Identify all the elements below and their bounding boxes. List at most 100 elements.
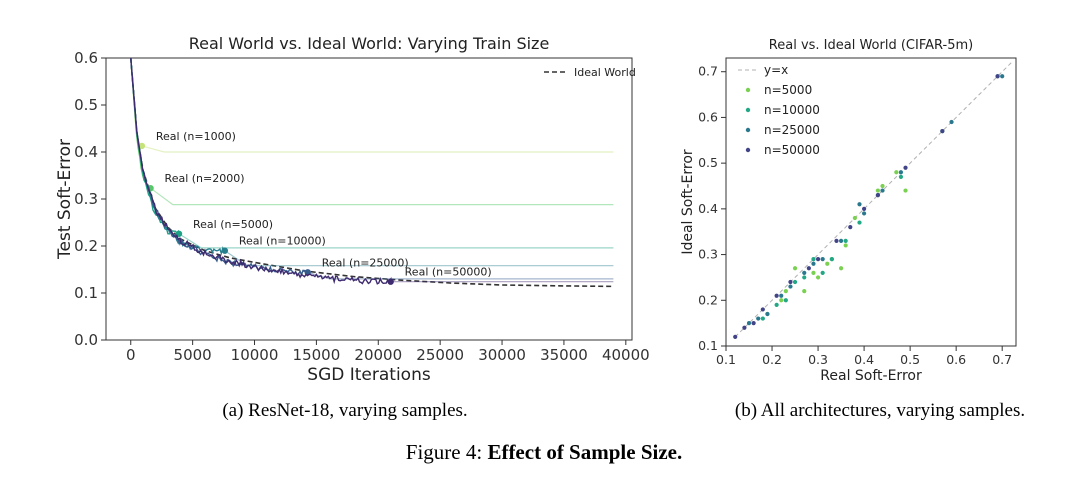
plot-b-xtick-label: 0.2	[762, 352, 782, 367]
plot-b-xtick-label: 0.3	[808, 352, 828, 367]
real-curve-label: Real (n=25000)	[322, 256, 409, 269]
scatter-point	[838, 238, 844, 243]
scatter-point	[903, 165, 908, 170]
real-plateau	[224, 250, 614, 267]
scatter-point	[746, 321, 752, 326]
plot-a-ytick-label: 0.0	[74, 331, 98, 349]
plot-a-xtick-label: 30000	[478, 346, 526, 364]
scatter-point	[861, 211, 867, 216]
scatter-point	[829, 257, 834, 262]
plot-a-ytick-label: 0.1	[74, 284, 98, 302]
real-curve	[130, 57, 392, 285]
plot-a-title: Real World vs. Ideal World: Varying Trai…	[189, 34, 550, 53]
scatter-point	[756, 316, 761, 321]
real-curve	[130, 57, 152, 194]
plot-a-frame	[105, 57, 633, 341]
scatter-point	[825, 261, 830, 266]
plot-b-ytick-label: 0.4	[698, 201, 718, 216]
plot-a-ytick-label: 0.2	[74, 237, 98, 255]
scatter-point	[875, 188, 881, 193]
scatter-point	[940, 129, 945, 134]
plot-a-ytick-label: 0.4	[74, 143, 98, 161]
scatter-point	[751, 321, 756, 326]
scatter-point	[733, 334, 738, 339]
scatter-point	[903, 188, 908, 193]
scatter-point	[783, 298, 788, 303]
legend-series-label: n=10000	[764, 103, 820, 117]
scatter-point	[779, 293, 784, 298]
plot-a-xtick-label: 0	[126, 346, 136, 364]
scatter-point	[820, 270, 825, 275]
plot-a-ylabel: Test Soft-Error	[55, 139, 75, 260]
real-end-marker	[387, 278, 394, 285]
plot-a-ytick-label: 0.3	[74, 190, 98, 208]
scatter-point	[788, 284, 793, 289]
real-curve-label: Real (n=10000)	[239, 235, 326, 248]
plot-a-xtick-label: 35000	[540, 346, 588, 364]
plot-a-ytick-label: 0.6	[74, 49, 98, 67]
real-plateau	[150, 187, 614, 206]
scatter-point	[857, 202, 862, 207]
legend-series-swatch	[745, 147, 751, 153]
plot-b-ylabel: Ideal Soft-Error	[680, 149, 696, 255]
plot-b-ytick-label: 0.3	[698, 247, 718, 262]
scatter-point	[843, 243, 848, 248]
scatter-point	[861, 206, 867, 211]
scatter-point	[834, 238, 839, 243]
scatter-point	[838, 266, 844, 271]
plot-b-ytick-label: 0.6	[698, 109, 718, 124]
plot-a-xtick-label: 40000	[602, 346, 650, 364]
figure-caption: Figure 4: Effect of Sample Size.	[0, 440, 1088, 465]
plot-b-xtick-label: 0.7	[992, 352, 1012, 367]
plot-a-ytick-label: 0.5	[74, 96, 98, 114]
scatter-point	[880, 188, 885, 193]
plot-a-xtick-label: 25000	[416, 346, 464, 364]
figure: 0 5000 10000 15000 20000 25000 30000 35000 40000…	[55, 34, 1017, 385]
scatter-point	[820, 257, 825, 262]
plot-b-xtick-label: 0.1	[716, 352, 736, 367]
plot-b-xtick-label: 0.5	[900, 352, 920, 367]
real-plateau	[178, 233, 614, 249]
legend-ideal-label: Ideal World	[574, 66, 636, 79]
plot-b-title: Real vs. Ideal World (CIFAR-5m)	[769, 38, 973, 53]
plot-b-ytick-label: 0.1	[698, 338, 718, 353]
scatter-point	[949, 119, 954, 125]
plot-b-ytick-label: 0.2	[698, 292, 718, 307]
plot-b-xtick-label: 0.4	[854, 352, 874, 367]
scatter-point	[760, 316, 765, 321]
scatter-point	[875, 193, 881, 198]
legend-series-label: n=25000	[764, 123, 820, 137]
scatter-point	[848, 225, 853, 230]
scatter-point	[857, 220, 862, 225]
real-plateau	[141, 145, 614, 153]
real-end-marker	[221, 247, 229, 254]
plot-b-ytick-label: 0.7	[698, 64, 718, 79]
real-curve-label: Real (n=5000)	[193, 218, 273, 231]
figure-title: Effect of Sample Size.	[487, 440, 683, 464]
scatter-point	[1000, 74, 1005, 79]
plot-a-xtick-label: 5000	[174, 346, 212, 364]
scatter-point	[802, 275, 807, 280]
scatter-point	[760, 307, 765, 312]
legend-series-swatch	[745, 87, 751, 93]
real-end-marker	[138, 142, 146, 150]
plot-b-xlabel: Real Soft-Error	[820, 368, 922, 384]
scatter-point	[898, 170, 904, 175]
scatter-point	[880, 183, 885, 189]
scatter-point	[774, 302, 779, 307]
scatter-point	[806, 266, 811, 271]
real-curve-label: Real (n=50000)	[405, 266, 492, 279]
caption-b: (b) All architectures, varying samples.	[734, 400, 1026, 421]
scatter-point	[811, 270, 816, 275]
scatter-point	[792, 279, 798, 285]
plot-b-ytick-label: 0.5	[698, 155, 718, 170]
scatter-point	[765, 311, 770, 317]
scatter-point	[898, 174, 904, 179]
figure-label: Figure 4:	[405, 440, 483, 464]
legend-series-label: n=5000	[764, 83, 812, 97]
plot-a-xtick-label: 20000	[354, 346, 402, 364]
scatter-point	[843, 238, 848, 243]
scatter-point	[742, 325, 747, 330]
scatter-point	[811, 261, 816, 266]
legend-yx-label: y=x	[764, 63, 788, 77]
